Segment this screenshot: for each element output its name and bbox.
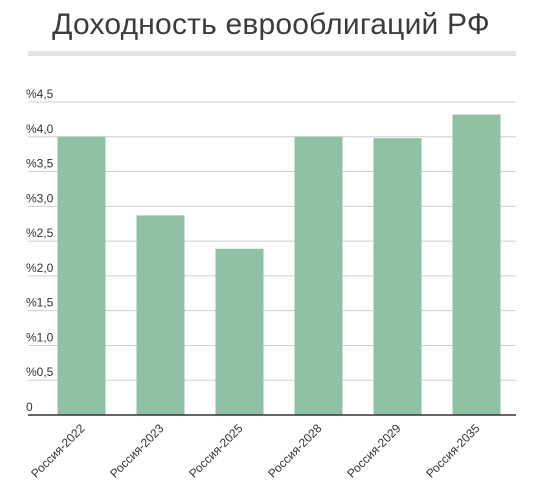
y-tick-label: %0,5 xyxy=(26,365,54,379)
x-tick-label: Россия-2023 xyxy=(107,421,167,481)
x-tick-label: Россия-2025 xyxy=(186,421,246,481)
x-tick-labels: Россия-2022 Россия-2023 Россия-2025 Россия-… xyxy=(28,421,483,481)
bar-3 xyxy=(215,248,264,415)
chart-title: Доходность еврооблигаций РФ xyxy=(52,8,490,41)
y-tick-label: %1,0 xyxy=(26,330,54,344)
y-tick-label: %4,5 xyxy=(26,87,54,101)
y-tick-label: %3,5 xyxy=(26,157,54,171)
y-tick-label: %2,0 xyxy=(26,261,54,275)
y-tick-label: %3,0 xyxy=(26,191,54,205)
x-tick-label: Россия-2035 xyxy=(423,421,483,481)
bars xyxy=(57,114,501,416)
y-tick-labels: 0 %0,5 %1,0 %1,5 %2,0 %2,5 %3,0 %3,5 %4,0 %4,5 xyxy=(26,87,54,414)
bar-4 xyxy=(294,136,343,415)
y-tick-label: %1,5 xyxy=(26,296,54,310)
bar-1 xyxy=(57,136,106,415)
x-tick-label: Россия-2022 xyxy=(28,421,88,481)
x-tick-label: Россия-2028 xyxy=(265,421,325,481)
x-tick-label: Россия-2029 xyxy=(344,421,404,481)
bar-2 xyxy=(136,215,185,415)
bar-6 xyxy=(452,114,501,416)
title-divider xyxy=(28,51,516,56)
bar-5 xyxy=(373,138,422,415)
y-tick-label: %4,0 xyxy=(26,122,54,136)
gridlines xyxy=(28,101,516,381)
y-tick-label: %2,5 xyxy=(26,226,54,240)
y-tick-label: 0 xyxy=(26,400,33,414)
